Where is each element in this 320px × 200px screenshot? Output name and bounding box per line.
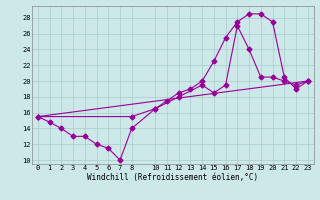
X-axis label: Windchill (Refroidissement éolien,°C): Windchill (Refroidissement éolien,°C) — [87, 173, 258, 182]
